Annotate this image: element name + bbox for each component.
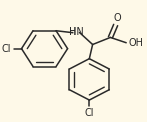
Text: H: H: [69, 26, 76, 36]
Text: OH: OH: [129, 38, 144, 48]
Text: O: O: [113, 13, 121, 23]
Text: HN: HN: [69, 26, 83, 36]
Text: Cl: Cl: [1, 44, 11, 54]
Text: Cl: Cl: [85, 108, 94, 118]
